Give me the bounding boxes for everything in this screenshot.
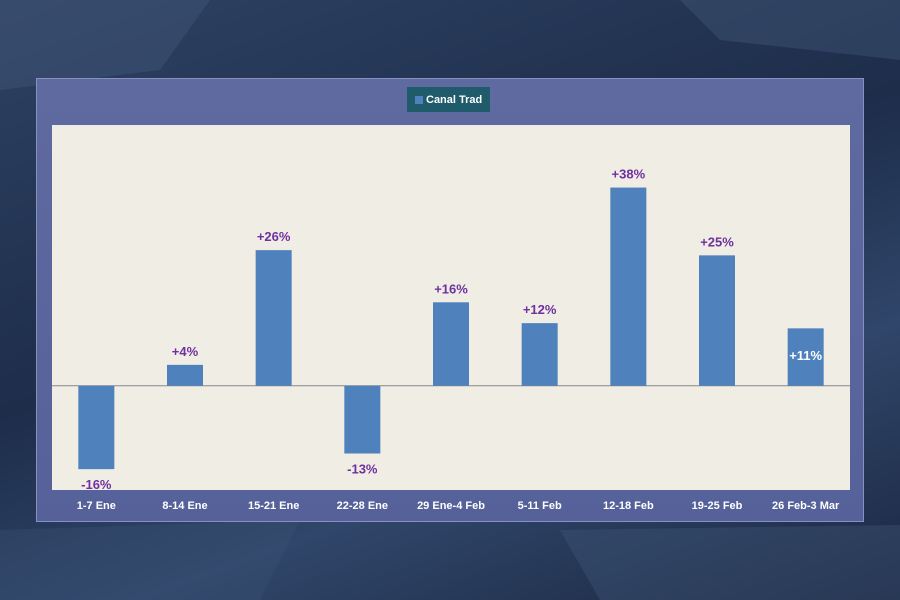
x-tick-label: 5-11 Feb bbox=[518, 500, 562, 512]
data-label: +16% bbox=[434, 281, 468, 296]
x-tick-label: 1-7 Ene bbox=[77, 500, 116, 512]
bar-chart: -16% +4% +26% -13% +16% +12% +38% +25% +11% bbox=[52, 167, 850, 492]
x-tick-label: 22-28 Ene bbox=[337, 500, 388, 512]
chart-legend: Canal Trad bbox=[407, 87, 491, 112]
legend-swatch bbox=[415, 95, 423, 104]
data-label: -16% bbox=[81, 477, 112, 490]
x-tick-label: 8-14 Ene bbox=[162, 500, 207, 512]
data-label: +4% bbox=[172, 344, 199, 359]
x-tick-label: 12-18 Feb bbox=[603, 500, 654, 512]
data-label: +12% bbox=[523, 302, 557, 317]
data-label: +38% bbox=[612, 167, 646, 182]
data-label: +25% bbox=[700, 234, 734, 249]
plot-area: -16% +4% +26% -13% +16% +12% +38% +25% +11% bbox=[52, 125, 850, 492]
bar bbox=[610, 187, 647, 386]
data-label: -13% bbox=[347, 462, 378, 477]
data-label: +11% bbox=[789, 348, 822, 363]
x-axis-labels: 1-7 Ene 8-14 Ene 15-21 Ene 22-28 Ene 29 Ene-… bbox=[77, 500, 840, 512]
data-label: +26% bbox=[257, 229, 291, 244]
x-tick-label: 19-25 Feb bbox=[692, 500, 743, 512]
x-tick-label: 15-21 Ene bbox=[248, 500, 299, 512]
chart-panel: Canal Trad -16% +4% +26% -13% +16% +12% +38% +2… bbox=[36, 78, 864, 522]
bar bbox=[433, 302, 469, 386]
x-tick-label: 29 Ene-4 Feb bbox=[417, 500, 485, 512]
bar bbox=[699, 255, 735, 386]
bar bbox=[78, 385, 115, 470]
bar bbox=[787, 328, 824, 386]
legend-label: Canal Trad bbox=[426, 93, 483, 106]
bar bbox=[521, 323, 558, 386]
bar bbox=[255, 250, 292, 386]
bar bbox=[167, 364, 203, 386]
x-tick-label: 26 Feb-3 Mar bbox=[772, 500, 840, 512]
bar bbox=[344, 385, 381, 454]
